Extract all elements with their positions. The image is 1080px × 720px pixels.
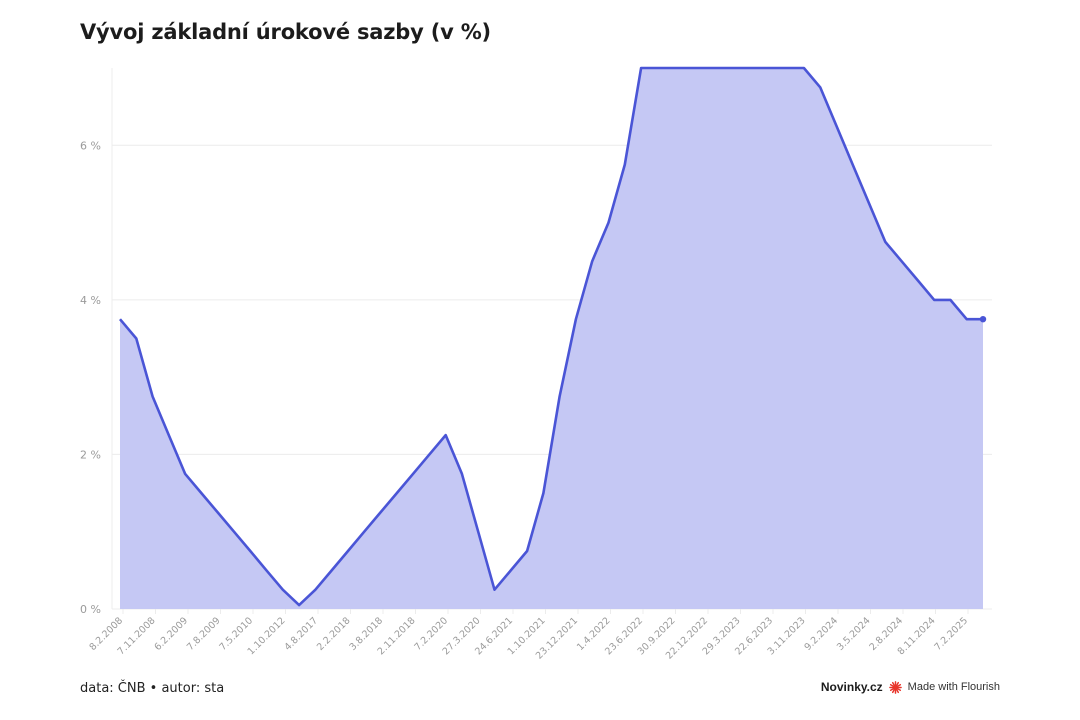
x-axis-ticks: 8.2.20087.11.20086.2.20097.8.20097.5.201… <box>87 609 970 662</box>
footer-branding: Novinky.cz Made with Flourish <box>821 680 1000 694</box>
x-tick-label: 3.5.2024 <box>835 615 873 653</box>
y-axis-ticks: 0 % 2 % 4 % 6 % <box>80 139 101 616</box>
x-tick-label: 7.8.2009 <box>185 615 223 653</box>
y-tick-label: 2 % <box>80 448 101 461</box>
y-tick-label: 0 % <box>80 603 101 616</box>
flourish-core <box>892 684 898 690</box>
x-tick-label: 9.2.2024 <box>802 615 840 653</box>
area-layer <box>119 66 987 609</box>
brand-logo[interactable]: Novinky.cz <box>820 680 883 694</box>
data-point <box>979 315 987 323</box>
x-tick-label: 2.2.2018 <box>315 615 353 653</box>
area-fill <box>120 68 983 609</box>
x-tick-label: 6.2.2009 <box>152 615 190 653</box>
made-with-flourish-link[interactable]: Made with Flourish <box>907 681 1000 693</box>
series-line <box>119 66 983 607</box>
y-tick-label: 4 % <box>80 294 101 307</box>
flourish-icon <box>888 680 902 694</box>
x-tick-label: 4.8.2017 <box>282 615 320 653</box>
y-tick-label: 6 % <box>80 139 101 152</box>
source-note: data: ČNB • autor: sta <box>80 681 225 696</box>
chart-title: Vývoj základní úrokové sazby (v %) <box>80 20 491 44</box>
x-tick-label: 7.2.2025 <box>932 615 970 653</box>
